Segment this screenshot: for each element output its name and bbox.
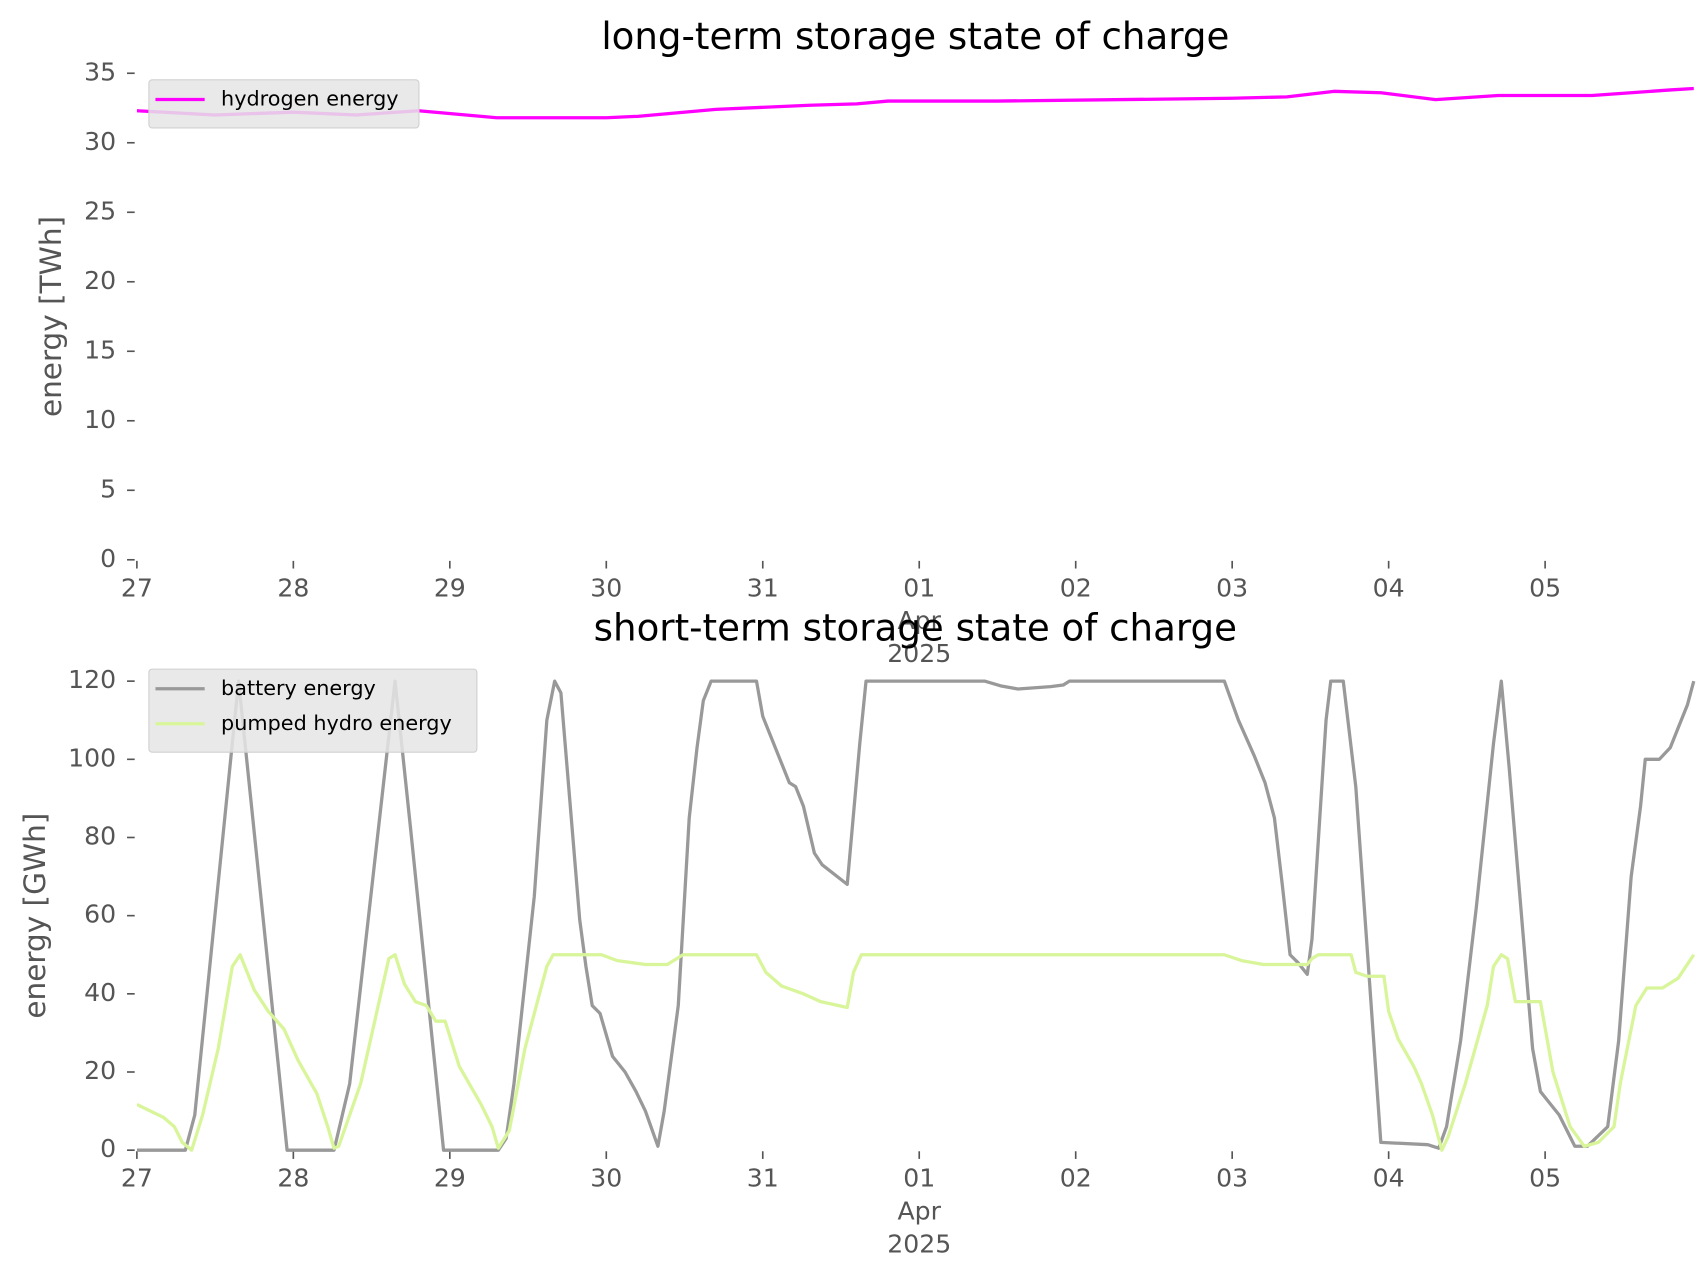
y-tick-label: 20	[84, 266, 116, 295]
x-tick-label: 05	[1529, 573, 1561, 602]
y-tick-label: 10	[84, 405, 116, 434]
x-tick-label: 30	[590, 573, 622, 602]
y-tick-label: 100	[68, 743, 116, 772]
y-axis-label: energy [TWh]	[34, 216, 68, 417]
x-tick-label: 04	[1373, 573, 1405, 602]
x-tick-label: 31	[747, 1164, 779, 1193]
x-tick-label: 02	[1060, 1164, 1092, 1193]
chart-title: long-term storage state of charge	[601, 14, 1229, 58]
y-tick-label: 120	[68, 665, 116, 694]
x-tick-label: 29	[434, 573, 466, 602]
chart-title: short-term storage state of charge	[594, 605, 1237, 649]
y-tick-label: 35	[84, 57, 116, 86]
x-tick-sublabel: 2025	[887, 639, 951, 668]
x-tick-label: 01	[903, 573, 935, 602]
x-tick-sublabel: 2025	[887, 1229, 951, 1258]
legend-label: battery energy	[221, 676, 376, 700]
x-tick-label: 30	[590, 1164, 622, 1193]
x-tick-label: 04	[1373, 1164, 1405, 1193]
x-tick-label: 05	[1529, 1164, 1561, 1193]
legend-box	[148, 79, 420, 129]
y-tick-label: 5	[100, 474, 116, 503]
y-tick-label: 40	[84, 978, 116, 1007]
legend-label: hydrogen energy	[221, 86, 398, 110]
x-tick-sublabel: Apr	[897, 1196, 941, 1225]
x-tick-label: 02	[1060, 573, 1092, 602]
y-tick-label: 60	[84, 900, 116, 929]
x-tick-label: 01	[903, 1164, 935, 1193]
series-line	[136, 679, 1696, 1152]
y-tick-label: 0	[100, 544, 116, 573]
y-tick-label: 0	[100, 1134, 116, 1163]
x-tick-label: 28	[277, 1164, 309, 1193]
x-tick-label: 27	[121, 573, 153, 602]
x-tick-label: 03	[1216, 573, 1248, 602]
x-tick-label: 27	[121, 1164, 153, 1193]
y-tick-label: 20	[84, 1056, 116, 1085]
x-tick-label: 31	[747, 573, 779, 602]
y-tick-label: 15	[84, 335, 116, 364]
y-tick-label: 25	[84, 196, 116, 225]
x-tick-label: 28	[277, 573, 309, 602]
series-line	[136, 953, 1696, 1152]
legend-box	[148, 668, 478, 753]
x-tick-sublabel: Apr	[897, 606, 941, 635]
y-axis-label: energy [GWh]	[18, 813, 52, 1019]
y-tick-label: 30	[84, 127, 116, 156]
y-tick-label: 80	[84, 821, 116, 850]
x-tick-label: 29	[434, 1164, 466, 1193]
x-tick-label: 03	[1216, 1164, 1248, 1193]
legend-label: pumped hydro energy	[221, 711, 452, 735]
